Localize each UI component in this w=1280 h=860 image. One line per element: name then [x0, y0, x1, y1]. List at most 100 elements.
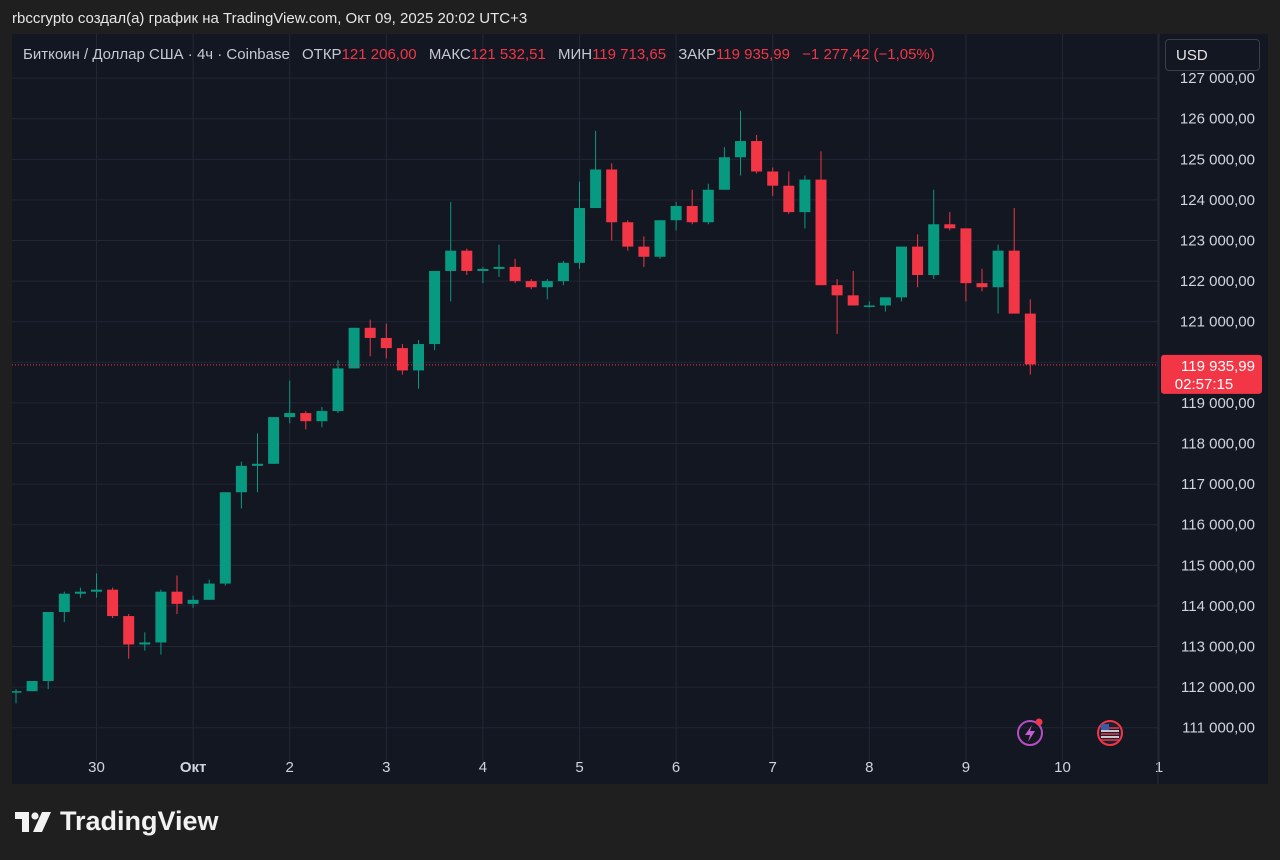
candle-body[interactable] [799, 179, 811, 213]
x-tick-label: 1 [1155, 759, 1163, 776]
candle-body[interactable] [12, 691, 22, 693]
us-flag-canton [1101, 724, 1109, 730]
candle-body[interactable] [863, 305, 875, 307]
candle-body[interactable] [187, 599, 199, 604]
candle-body[interactable] [815, 179, 827, 286]
candle-body[interactable] [525, 281, 537, 288]
candle-body[interactable] [992, 250, 1004, 288]
candle-body[interactable] [429, 270, 441, 345]
candle-body[interactable] [284, 413, 296, 418]
chart-caption: rbccrypto создал(а) график на TradingVie… [12, 10, 528, 27]
y-tick-label: 112 000,00 [1181, 679, 1255, 696]
countdown-label: 02:57:15 [1175, 376, 1233, 393]
x-tick-label: 8 [865, 759, 873, 776]
lightning-icon[interactable] [1017, 720, 1043, 746]
candle-body[interactable] [477, 268, 489, 271]
candle-body[interactable] [493, 266, 505, 269]
x-tick-label: Окт [180, 759, 207, 776]
candle-body[interactable] [1008, 250, 1020, 314]
candlestick-chart[interactable]: 30 Окт 2 3 4 5 6 7 8 9 10 1 111 000,00 112 000,00 113 … [12, 34, 1268, 784]
close-value: 119 935,99 [716, 46, 790, 63]
candle-body[interactable] [91, 589, 102, 592]
low-value: 119 713,65 [592, 46, 667, 63]
candle-body[interactable] [58, 593, 70, 612]
candle-body[interactable] [944, 224, 956, 229]
candle-body[interactable] [960, 228, 972, 284]
candle-body[interactable] [42, 611, 54, 682]
candle-body[interactable] [574, 208, 585, 263]
candle-body[interactable] [396, 348, 408, 371]
candle-body[interactable] [783, 185, 795, 213]
candle-body[interactable] [445, 250, 457, 271]
candle-body[interactable] [74, 591, 86, 594]
candle-body[interactable] [670, 206, 682, 221]
candle-body[interactable] [364, 327, 376, 338]
y-tick-label: 115 000,00 [1181, 557, 1255, 574]
candle-body[interactable] [590, 169, 602, 209]
candle-body[interactable] [735, 141, 746, 158]
symbol-title[interactable]: Биткоин / Доллар США · 4ч · Coinbase [23, 46, 290, 63]
chart-panel[interactable]: 30 Окт 2 3 4 5 6 7 8 9 10 1 111 000,00 112 000,00 113 … [12, 34, 1268, 784]
candle-body[interactable] [461, 250, 473, 271]
candle-body[interactable] [26, 681, 38, 692]
candle-body[interactable] [638, 246, 650, 257]
candle-body[interactable] [509, 266, 521, 282]
candle-body[interactable] [702, 189, 714, 223]
change-value: −1 277,42 (−1,05%) [802, 46, 935, 63]
y-tick-label: 123 000,00 [1180, 233, 1255, 250]
candle-body[interactable] [976, 283, 988, 288]
candle-body[interactable] [622, 222, 634, 247]
candle-body[interactable] [831, 285, 843, 296]
candle-body[interactable] [557, 262, 569, 282]
candle-body[interactable] [718, 157, 730, 190]
brand-wordmark: TradingView [60, 806, 219, 836]
x-tick-label: 10 [1054, 759, 1071, 776]
y-tick-label: 116 000,00 [1181, 517, 1255, 534]
candle-body[interactable] [332, 368, 344, 412]
candle-body[interactable] [413, 344, 424, 371]
candle-body[interactable] [219, 492, 231, 584]
candle-body[interactable] [541, 281, 553, 288]
candle-body[interactable] [155, 591, 167, 643]
candle-body[interactable] [928, 224, 940, 276]
candle-body[interactable] [235, 465, 247, 493]
candle-body[interactable] [751, 141, 763, 172]
high-label: МАКС [428, 46, 471, 63]
candle-body[interactable] [879, 297, 891, 306]
candle-body[interactable] [654, 220, 666, 257]
y-tick-label: 121 000,00 [1180, 314, 1255, 331]
y-tick-label: 118 000,00 [1181, 436, 1255, 453]
candle-body[interactable] [139, 642, 151, 645]
symbol-legend: Биткоин / Доллар США · 4ч · Coinbase ОТК… [23, 46, 935, 63]
candle-body[interactable] [252, 463, 263, 466]
candle-body[interactable] [912, 246, 924, 276]
candle-body[interactable] [316, 411, 328, 422]
candle-body[interactable] [606, 169, 618, 223]
candle-body[interactable] [171, 591, 183, 604]
candle-body[interactable] [107, 589, 119, 617]
x-tick-label: 9 [962, 759, 970, 776]
x-tick-label: 3 [382, 759, 390, 776]
x-tick-label: 4 [479, 759, 487, 776]
x-tick-label: 30 [88, 759, 105, 776]
candle-body[interactable] [268, 417, 280, 464]
candle-body[interactable] [203, 583, 215, 600]
open-value: 121 206,00 [341, 46, 417, 63]
candle-body[interactable] [847, 295, 859, 306]
lightning-bolt-icon [1025, 725, 1035, 742]
y-tick-label: 117 000,00 [1181, 476, 1255, 493]
y-tick-label: 122 000,00 [1180, 273, 1255, 290]
candle-body[interactable] [896, 246, 907, 298]
y-tick-label: 113 000,00 [1181, 639, 1255, 656]
candle-body[interactable] [380, 337, 392, 349]
candle-body[interactable] [300, 413, 312, 422]
last-price-label: 119 935,99 [1181, 358, 1255, 375]
currency-button[interactable]: USD [1165, 39, 1260, 71]
candle-body[interactable] [123, 616, 135, 645]
candle-body[interactable] [348, 327, 360, 369]
candle-body[interactable] [1024, 313, 1036, 365]
y-tick-label: 114 000,00 [1181, 598, 1255, 615]
candle-body[interactable] [686, 206, 698, 223]
x-tick-label: 2 [286, 759, 294, 776]
candle-body[interactable] [767, 171, 779, 186]
